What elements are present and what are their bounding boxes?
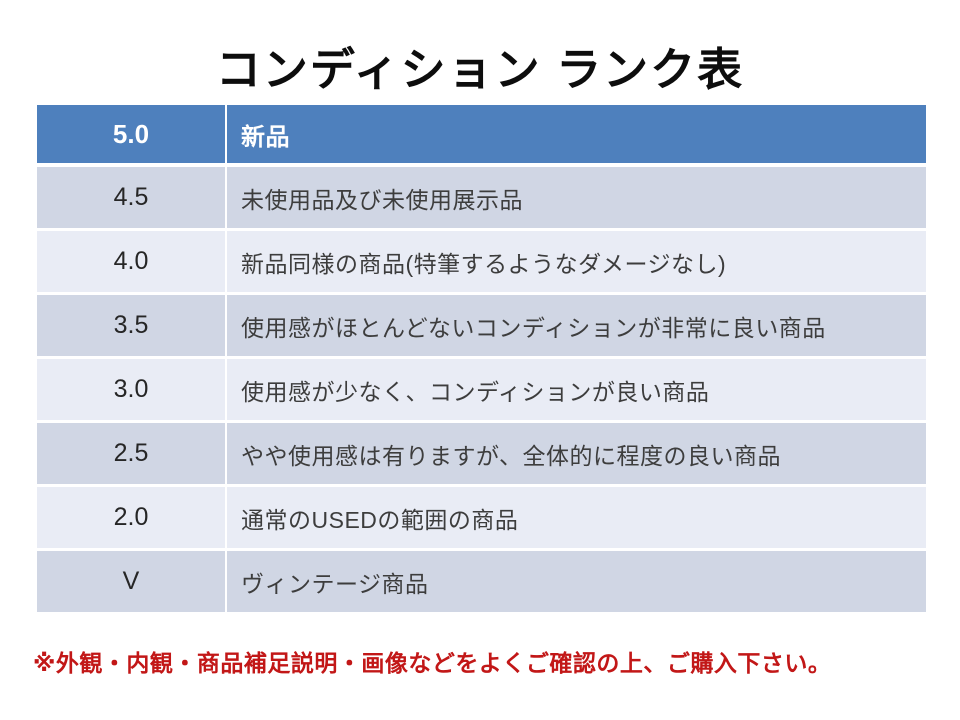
table-row: 3.0 使用感が少なく、コンディションが良い商品 [37,359,926,420]
table-body: 4.5 未使用品及び未使用展示品 4.0 新品同様の商品(特筆するようなダメージなし)… [37,167,926,612]
description-cell: 使用感がほとんどないコンディションが非常に良い商品 [241,314,826,341]
rank-cell: 2.0 [37,487,227,548]
rank-cell: 4.5 [37,167,227,228]
table-row: 2.5 やや使用感は有りますが、全体的に程度の良い商品 [37,423,926,484]
description-cell: 使用感が少なく、コンディションが良い商品 [241,378,710,405]
rank-cell: 4.0 [37,231,227,292]
rank-cell: 2.5 [37,423,227,484]
rank-cell: V [37,551,227,612]
table-row: 3.5 使用感がほとんどないコンディションが非常に良い商品 [37,295,926,356]
description-cell: 未使用品及び未使用展示品 [241,186,523,213]
description-header-cell: 新品 [241,123,290,151]
rank-header-cell: 5.0 [37,105,227,163]
condition-rank-table: 5.0 新品 4.5 未使用品及び未使用展示品 4.0 新品同様の商品(特筆するような… [37,105,926,615]
table-row: V ヴィンテージ商品 [37,551,926,612]
table-row: 4.5 未使用品及び未使用展示品 [37,167,926,228]
table-row: 2.0 通常のUSEDの範囲の商品 [37,487,926,548]
description-cell: ヴィンテージ商品 [241,570,429,597]
description-cell: 通常のUSEDの範囲の商品 [241,506,519,533]
table-row: 4.0 新品同様の商品(特筆するようなダメージなし) [37,231,926,292]
description-cell: 新品同様の商品(特筆するようなダメージなし) [241,250,727,277]
page-title: コンディション ランク表 [215,44,745,95]
description-cell: やや使用感は有りますが、全体的に程度の良い商品 [241,442,782,469]
rank-cell: 3.5 [37,295,227,356]
purchase-note: ※外観・内観・商品補足説明・画像などをよくご確認の上、ご購入下さい。 [33,650,832,676]
table-header-row: 5.0 新品 [37,105,926,163]
rank-cell: 3.0 [37,359,227,420]
